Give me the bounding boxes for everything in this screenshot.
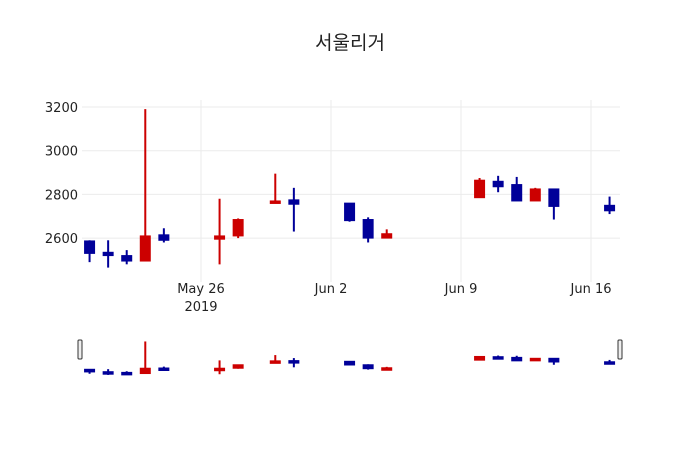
- y-axis: 2600 2800 3000 3200: [45, 101, 78, 247]
- range-slider-left-handle[interactable]: [77, 339, 83, 360]
- range-slider[interactable]: [77, 339, 623, 376]
- candle: [529, 187, 541, 202]
- range-slider-right-handle[interactable]: [617, 339, 623, 360]
- candle: [158, 366, 170, 371]
- x-tick-label: May 26: [177, 282, 225, 297]
- candle: [344, 202, 356, 222]
- candle: [511, 176, 523, 202]
- candle: [84, 368, 96, 374]
- candle: [362, 364, 374, 370]
- candle: [362, 217, 374, 243]
- candle: [232, 218, 244, 239]
- candle: [84, 240, 96, 263]
- x-tick-label: Jun 2: [314, 282, 348, 297]
- x-axis: May 26 2019 Jun 2 Jun 9 Jun 16: [177, 282, 611, 315]
- candle: [269, 355, 281, 364]
- y-tick-label: 3000: [45, 145, 78, 160]
- candle: [102, 240, 114, 268]
- candle: [121, 250, 133, 265]
- candle: [288, 358, 300, 368]
- candle: [288, 187, 300, 232]
- x-tick-label: Jun 16: [570, 282, 612, 297]
- gridlines: [82, 100, 620, 282]
- candle: [492, 175, 504, 193]
- candle: [232, 364, 244, 369]
- candles-main: [84, 109, 616, 268]
- candle: [548, 357, 560, 365]
- candle: [381, 229, 393, 239]
- candle: [214, 360, 226, 375]
- chart-title: 서울리거: [315, 32, 385, 54]
- candle: [511, 355, 523, 362]
- candle: [158, 228, 170, 243]
- x-tick-label: Jun 9: [444, 282, 478, 297]
- candle: [381, 366, 393, 371]
- candle: [102, 369, 114, 375]
- x-tick-year: 2019: [184, 300, 217, 315]
- candle: [139, 109, 151, 262]
- candle: [474, 178, 486, 199]
- y-tick-label: 3200: [45, 101, 78, 116]
- candle: [604, 196, 616, 215]
- candle: [214, 198, 226, 265]
- candle: [344, 360, 356, 366]
- candle: [474, 355, 486, 361]
- candle: [529, 357, 541, 362]
- candle: [548, 188, 560, 220]
- y-tick-label: 2800: [45, 188, 78, 203]
- candle: [139, 341, 151, 375]
- candle: [121, 371, 133, 376]
- candle: [492, 355, 504, 360]
- candle: [269, 173, 281, 204]
- y-tick-label: 2600: [45, 232, 78, 247]
- candle: [604, 359, 616, 365]
